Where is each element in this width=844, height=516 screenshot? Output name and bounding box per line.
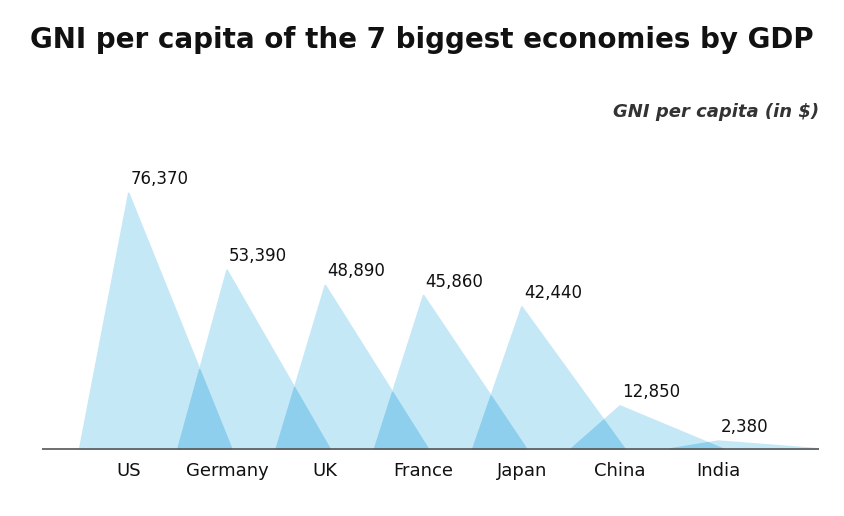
Polygon shape bbox=[473, 307, 625, 449]
Text: 2,380: 2,380 bbox=[721, 418, 768, 437]
Text: 76,370: 76,370 bbox=[131, 170, 189, 188]
Polygon shape bbox=[571, 406, 723, 449]
Text: 45,860: 45,860 bbox=[425, 272, 484, 291]
Polygon shape bbox=[375, 392, 429, 449]
Polygon shape bbox=[571, 420, 625, 449]
Text: GNI per capita of the 7 biggest economies by GDP: GNI per capita of the 7 biggest economie… bbox=[30, 26, 814, 54]
Polygon shape bbox=[178, 270, 330, 449]
Text: GNI per capita (in $): GNI per capita (in $) bbox=[613, 103, 819, 121]
Polygon shape bbox=[178, 369, 232, 449]
Polygon shape bbox=[669, 441, 821, 449]
Text: 42,440: 42,440 bbox=[524, 284, 582, 302]
Polygon shape bbox=[276, 387, 330, 449]
Text: 48,890: 48,890 bbox=[327, 263, 385, 280]
Polygon shape bbox=[79, 193, 232, 449]
Text: 12,850: 12,850 bbox=[622, 383, 680, 401]
Polygon shape bbox=[375, 295, 527, 449]
Polygon shape bbox=[669, 443, 723, 449]
Polygon shape bbox=[276, 285, 429, 449]
Text: 53,390: 53,390 bbox=[229, 247, 287, 265]
Polygon shape bbox=[473, 396, 527, 449]
